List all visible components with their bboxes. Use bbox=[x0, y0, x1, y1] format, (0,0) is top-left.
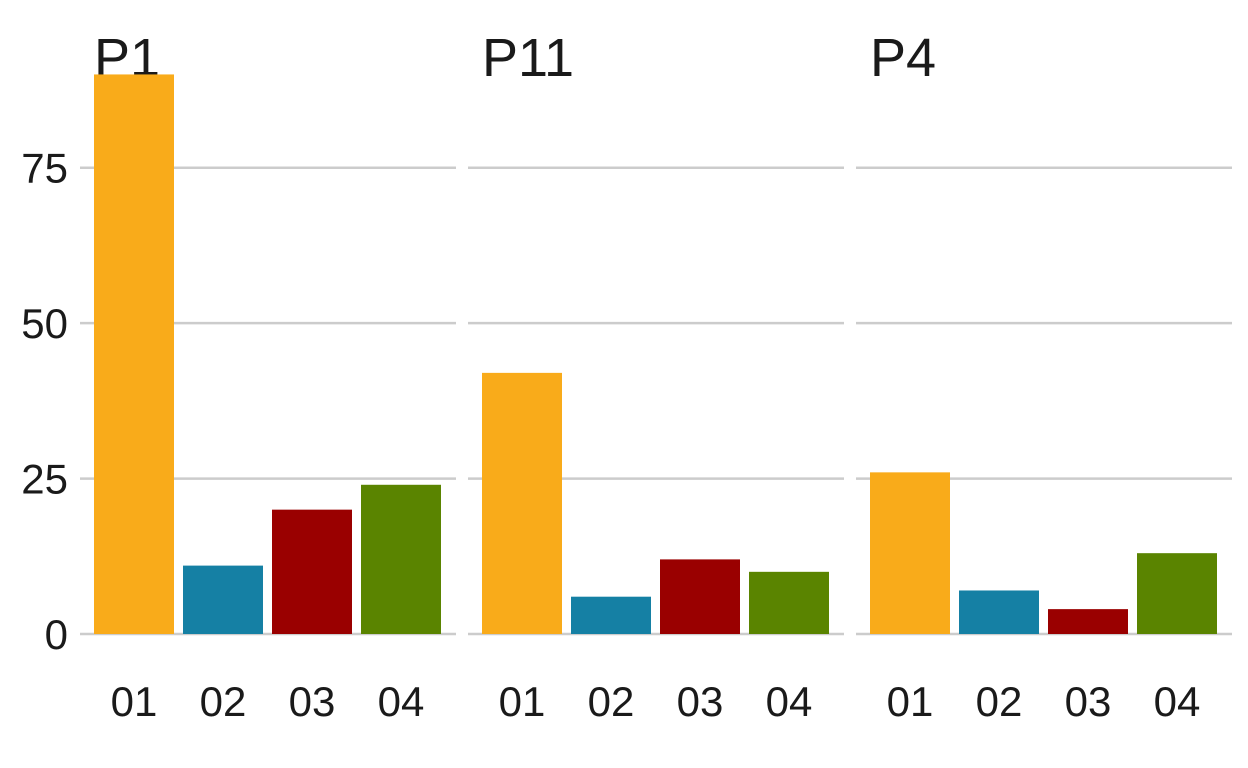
bar-p1-03 bbox=[272, 509, 352, 634]
x-tick-label: 01 bbox=[111, 678, 158, 725]
bar-p4-02 bbox=[959, 590, 1039, 634]
x-tick-label: 01 bbox=[499, 678, 546, 725]
bar-p1-01 bbox=[94, 74, 174, 634]
y-tick-label: 75 bbox=[21, 145, 68, 192]
bar-p11-02 bbox=[571, 596, 651, 634]
bar-p4-01 bbox=[870, 472, 950, 634]
panel-title: P4 bbox=[870, 28, 936, 88]
x-tick-label: 04 bbox=[378, 678, 425, 725]
panel-p4: P4 01 02 03 04 bbox=[856, 28, 1232, 725]
y-tick-label: 50 bbox=[21, 300, 68, 347]
bar-p4-04 bbox=[1137, 553, 1217, 634]
x-tick-label: 04 bbox=[1154, 678, 1201, 725]
bar-p11-01 bbox=[482, 372, 562, 634]
x-tick-label: 04 bbox=[766, 678, 813, 725]
y-tick-label: 25 bbox=[21, 456, 68, 503]
bar-p1-04 bbox=[361, 484, 441, 634]
x-tick-label: 03 bbox=[677, 678, 724, 725]
x-tick-label: 02 bbox=[200, 678, 247, 725]
x-tick-label: 03 bbox=[1065, 678, 1112, 725]
bar-p11-03 bbox=[660, 559, 740, 634]
x-tick-label: 03 bbox=[289, 678, 336, 725]
x-tick-label: 02 bbox=[588, 678, 635, 725]
panel-p11: P11 01 02 03 04 bbox=[468, 28, 844, 725]
y-tick-label: 0 bbox=[45, 611, 68, 658]
bar-p1-02 bbox=[183, 565, 263, 634]
bar-p11-04 bbox=[749, 571, 829, 634]
x-tick-label: 01 bbox=[887, 678, 934, 725]
panel-title: P11 bbox=[482, 28, 574, 88]
x-tick-label: 02 bbox=[976, 678, 1023, 725]
bar-p4-03 bbox=[1048, 609, 1128, 634]
